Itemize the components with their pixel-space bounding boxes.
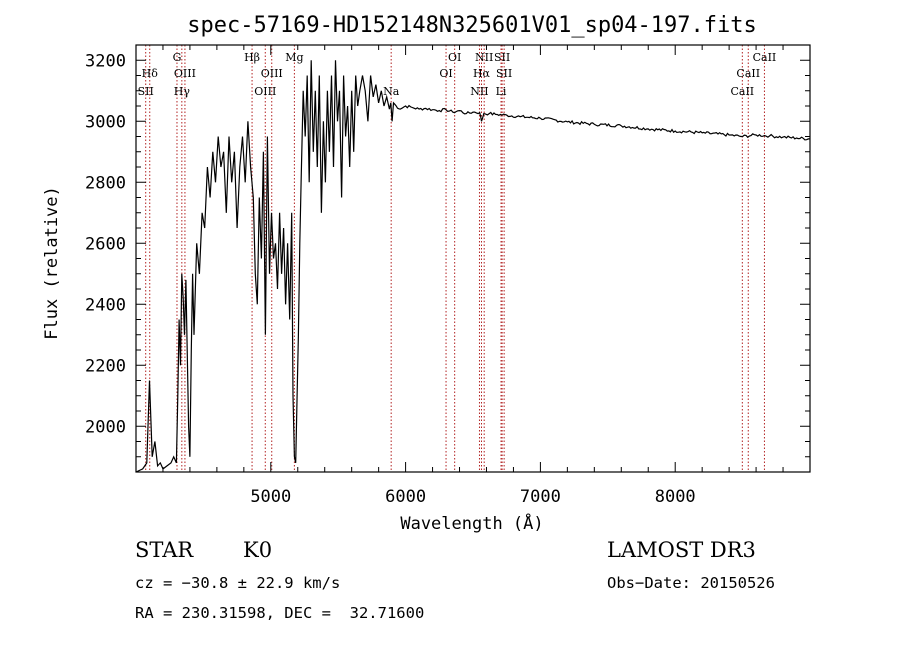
- ra-dec-coordinates: RA = 230.31598, DEC = 32.71600: [135, 604, 425, 622]
- line-marker-label-9: Na: [383, 85, 400, 98]
- x-tick-label: 5000: [250, 487, 291, 507]
- line-markers: [145, 45, 765, 472]
- y-axis-label: Flux (relative): [42, 186, 62, 340]
- y-tick-label: 2200: [85, 356, 126, 376]
- y-tick-label: 2800: [85, 173, 126, 193]
- y-axis-ticks: 2000 2200 2400 2600 2800 3000 3200: [85, 44, 810, 473]
- x-axis-ticks: 5000 6000 7000 8000: [162, 45, 811, 507]
- line-marker-label-7: OIII: [254, 85, 276, 98]
- line-marker-label-8: Mg: [285, 51, 303, 64]
- x-tick-label: 8000: [655, 487, 696, 507]
- line-marker-label-14: NII: [470, 85, 488, 98]
- line-marker-label-10: OI: [448, 51, 461, 64]
- line-marker-label-12: NII: [475, 51, 493, 64]
- y-tick-label: 2000: [85, 417, 126, 437]
- line-marker-label-11: OI: [439, 67, 452, 80]
- line-marker-label-17: Li: [496, 85, 507, 98]
- line-marker-label-13: Hα: [473, 67, 491, 80]
- line-marker-label-19: CaII: [736, 67, 760, 80]
- line-marker-label-15: SII: [494, 51, 510, 64]
- line-marker-label-4: Hγ: [174, 85, 191, 98]
- x-tick-label: 7000: [520, 487, 561, 507]
- object-subclass: K0: [243, 538, 273, 562]
- y-tick-label: 3200: [85, 51, 126, 71]
- line-marker-label-16: SII: [496, 67, 512, 80]
- line-marker-label-0: Hδ: [142, 67, 159, 80]
- line-marker-label-5: Hβ: [244, 51, 260, 64]
- line-marker-labels: HδSIIGOIIIHγHβOIIIOIIIMgNaOIOINIIHαNIISI…: [138, 51, 777, 98]
- observation-date: Obs−Date: 20150526: [607, 574, 775, 592]
- line-marker-label-18: CaII: [753, 51, 777, 64]
- line-marker-label-20: CaII: [730, 85, 754, 98]
- spectrum-line: [135, 60, 810, 473]
- line-marker-label-3: OIII: [174, 67, 196, 80]
- y-tick-label: 2600: [85, 234, 126, 254]
- object-class: STAR: [135, 538, 194, 562]
- y-tick-label: 2400: [85, 295, 126, 315]
- chart-title: spec-57169-HD152148N325601V01_sp04-197.f…: [187, 13, 757, 38]
- x-axis-label: Wavelength (Å): [400, 512, 543, 534]
- x-tick-label: 6000: [385, 487, 426, 507]
- plot-frame: [135, 44, 811, 473]
- y-tick-label: 3000: [85, 112, 126, 132]
- survey-name: LAMOST DR3: [607, 538, 756, 562]
- line-marker-label-6: OIII: [261, 67, 283, 80]
- redshift-velocity: cz = −30.8 ± 22.9 km/s: [135, 574, 341, 592]
- line-marker-label-2: G: [173, 51, 182, 64]
- line-marker-label-1: SII: [138, 85, 154, 98]
